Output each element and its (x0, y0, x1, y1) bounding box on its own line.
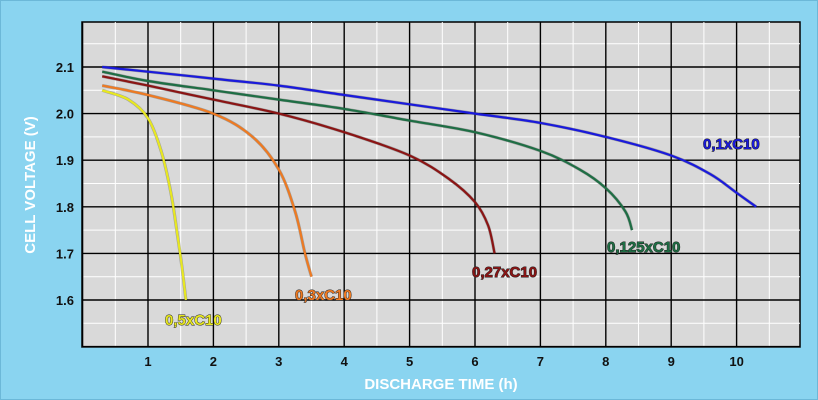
x-tick-label: 8 (602, 354, 609, 369)
series-0-3xc10-label: 0,3xC10 (295, 287, 352, 304)
series-0-5xc10-label: 0,5xC10 (165, 312, 222, 329)
plot-area (81, 21, 801, 348)
series-0-1xc10-label: 0,1xC10 (703, 136, 760, 153)
x-tick-label: 6 (471, 354, 478, 369)
y-tick-label: 1.7 (56, 246, 74, 261)
series-0-5xc10-line (101, 89, 187, 301)
series-0-125xc10-label: 0,125xC10 (607, 239, 680, 256)
series-0-27xc10-line (101, 75, 496, 254)
y-tick-label: 1.9 (56, 153, 74, 168)
x-axis-title: DISCHARGE TIME (h) (364, 376, 517, 393)
x-tick-label: 1 (144, 354, 151, 369)
y-tick-label: 2.1 (56, 60, 74, 75)
x-tick-label: 10 (729, 354, 743, 369)
x-tick-label: 9 (668, 354, 675, 369)
x-tick-label: 7 (537, 354, 544, 369)
y-tick-label: 1.6 (56, 293, 74, 308)
series-0-3xc10-line (101, 84, 313, 277)
series-0-125xc10-line (101, 70, 634, 231)
x-tick-label: 4 (341, 354, 349, 369)
y-tick-label: 1.8 (56, 200, 74, 215)
series-0-27xc10-label: 0,27xC10 (472, 264, 537, 281)
y-tick-label: 2.0 (56, 107, 74, 122)
x-tick-label: 5 (406, 354, 413, 369)
x-tick-label: 3 (275, 354, 282, 369)
x-tick-label: 2 (210, 354, 217, 369)
series-0-1xc10-line (102, 65, 757, 208)
y-axis-title: CELL VOLTAGE (V) (22, 116, 39, 254)
